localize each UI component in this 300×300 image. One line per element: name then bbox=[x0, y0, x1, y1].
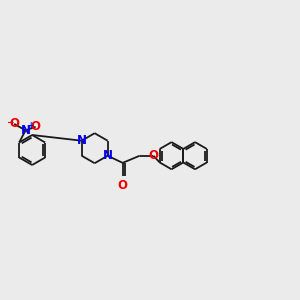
Text: N: N bbox=[103, 149, 112, 162]
Text: O: O bbox=[118, 178, 128, 192]
Text: N: N bbox=[77, 134, 87, 147]
Text: O: O bbox=[9, 117, 19, 130]
Text: O: O bbox=[148, 149, 158, 162]
Text: N: N bbox=[21, 124, 31, 137]
Text: −: − bbox=[6, 118, 14, 127]
Text: +: + bbox=[27, 121, 33, 130]
Text: O: O bbox=[31, 120, 40, 133]
